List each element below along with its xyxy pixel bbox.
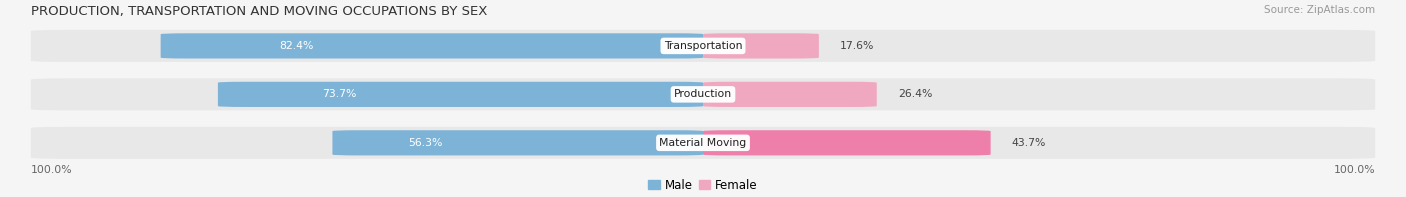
FancyBboxPatch shape	[332, 130, 703, 155]
FancyBboxPatch shape	[31, 127, 1375, 159]
FancyBboxPatch shape	[703, 130, 991, 155]
FancyBboxPatch shape	[703, 82, 877, 107]
Text: Source: ZipAtlas.com: Source: ZipAtlas.com	[1264, 5, 1375, 15]
FancyBboxPatch shape	[31, 30, 1375, 62]
Text: 26.4%: 26.4%	[898, 89, 932, 99]
Text: 73.7%: 73.7%	[322, 89, 356, 99]
Text: Production: Production	[673, 89, 733, 99]
Text: 82.4%: 82.4%	[278, 41, 314, 51]
Text: 100.0%: 100.0%	[31, 165, 73, 175]
Text: 43.7%: 43.7%	[1012, 138, 1046, 148]
FancyBboxPatch shape	[703, 33, 818, 59]
FancyBboxPatch shape	[218, 82, 703, 107]
Text: Material Moving: Material Moving	[659, 138, 747, 148]
Text: PRODUCTION, TRANSPORTATION AND MOVING OCCUPATIONS BY SEX: PRODUCTION, TRANSPORTATION AND MOVING OC…	[31, 5, 486, 18]
Text: Transportation: Transportation	[664, 41, 742, 51]
Text: 100.0%: 100.0%	[1333, 165, 1375, 175]
Legend: Male, Female: Male, Female	[644, 174, 762, 196]
FancyBboxPatch shape	[31, 78, 1375, 110]
FancyBboxPatch shape	[160, 33, 703, 59]
Text: 56.3%: 56.3%	[408, 138, 443, 148]
Text: 17.6%: 17.6%	[839, 41, 875, 51]
